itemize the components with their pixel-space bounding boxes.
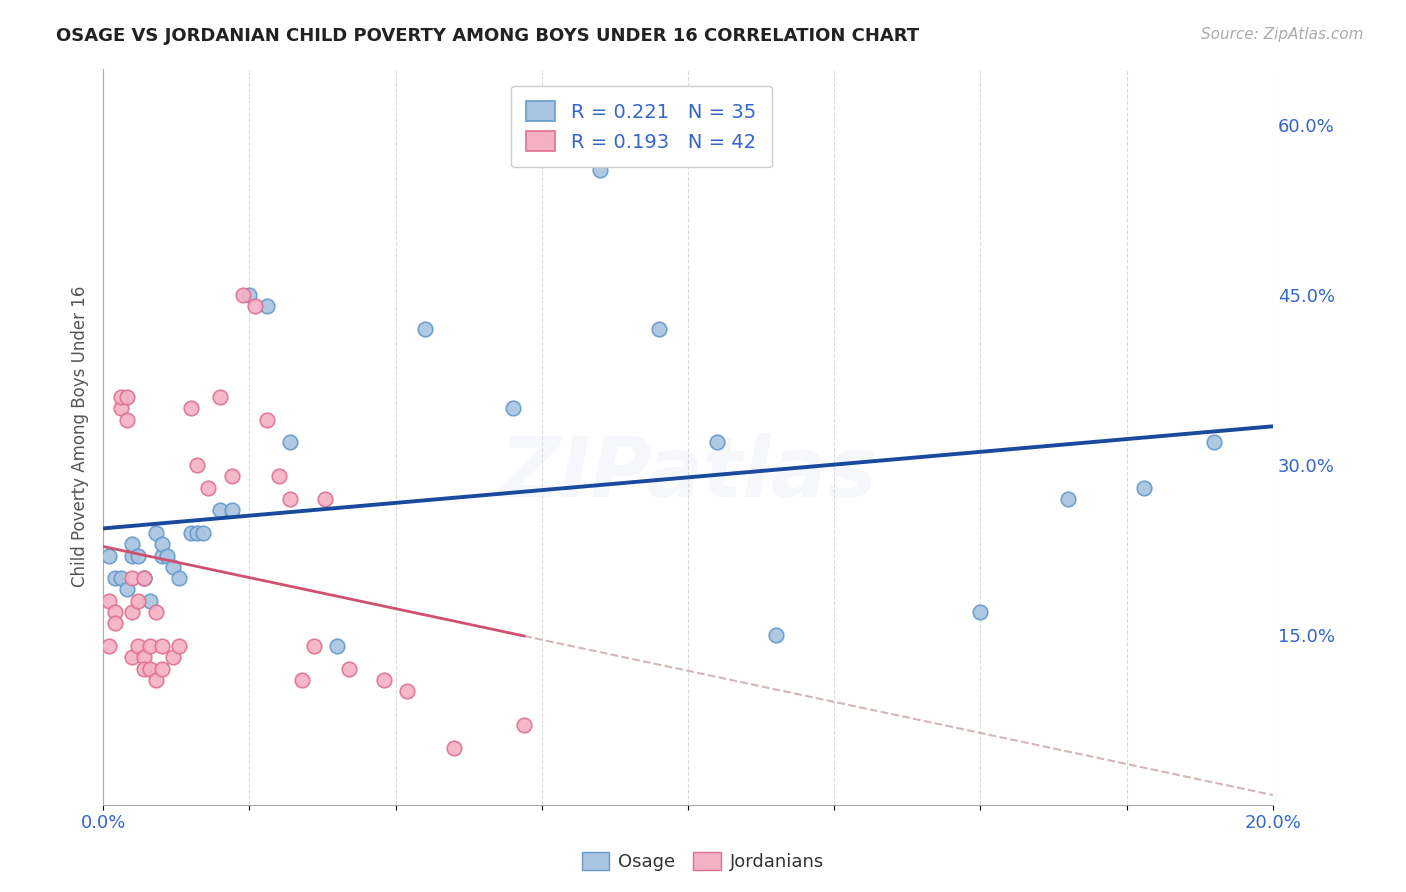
Point [127,639,149,653]
Point [256,412,278,426]
Point [104,616,127,631]
Point [121,650,143,665]
Point [706,435,728,450]
Point [337,662,360,676]
Point [145,605,167,619]
Point [110,401,132,416]
Legend: R = 0.221   N = 35, R = 0.193   N = 42: R = 0.221 N = 35, R = 0.193 N = 42 [510,86,772,168]
Point [443,741,465,756]
Point [150,662,173,676]
Point [221,503,243,517]
Point [121,549,143,563]
Point [267,469,290,483]
Point [291,673,314,687]
Point [139,639,162,653]
Point [121,537,143,551]
Point [167,571,190,585]
Point [162,559,184,574]
Point [139,662,162,676]
Point [98,639,121,653]
Point [150,549,173,563]
Point [121,605,143,619]
Point [139,594,162,608]
Point [502,401,524,416]
Point [413,322,436,336]
Point [98,594,121,608]
Point [969,605,991,619]
Point [1204,435,1226,450]
Point [127,594,149,608]
Point [121,571,143,585]
Point [150,639,173,653]
Point [326,639,349,653]
Point [127,549,149,563]
Point [167,639,190,653]
Point [132,571,155,585]
Point [243,299,266,313]
Point [302,639,325,653]
Point [156,549,179,563]
Point [180,525,202,540]
Point [132,662,155,676]
Point [209,390,232,404]
Point [104,605,127,619]
Text: Source: ZipAtlas.com: Source: ZipAtlas.com [1201,27,1364,42]
Point [145,525,167,540]
Point [238,288,260,302]
Text: ZIPatlas: ZIPatlas [499,433,877,514]
Point [186,525,208,540]
Point [115,412,138,426]
Point [278,435,301,450]
Point [396,684,419,698]
Point [373,673,395,687]
Y-axis label: Child Poverty Among Boys Under 16: Child Poverty Among Boys Under 16 [72,286,89,587]
Point [647,322,669,336]
Point [115,582,138,597]
Point [180,401,202,416]
Point [232,288,254,302]
Point [513,718,536,732]
Point [186,458,208,472]
Point [132,571,155,585]
Point [110,571,132,585]
Point [256,299,278,313]
Point [162,650,184,665]
Point [191,525,214,540]
Point [150,537,173,551]
Point [197,481,219,495]
Text: OSAGE VS JORDANIAN CHILD POVERTY AMONG BOYS UNDER 16 CORRELATION CHART: OSAGE VS JORDANIAN CHILD POVERTY AMONG B… [56,27,920,45]
Point [314,491,336,506]
Legend: Osage, Jordanians: Osage, Jordanians [575,845,831,879]
Point [132,571,155,585]
Point [278,491,301,506]
Point [115,390,138,404]
Point [98,549,121,563]
Point [209,503,232,517]
Point [589,163,612,178]
Point [1057,491,1080,506]
Point [110,390,132,404]
Point [145,673,167,687]
Point [132,650,155,665]
Point [104,571,127,585]
Point [1133,481,1156,495]
Point [221,469,243,483]
Point [765,628,787,642]
